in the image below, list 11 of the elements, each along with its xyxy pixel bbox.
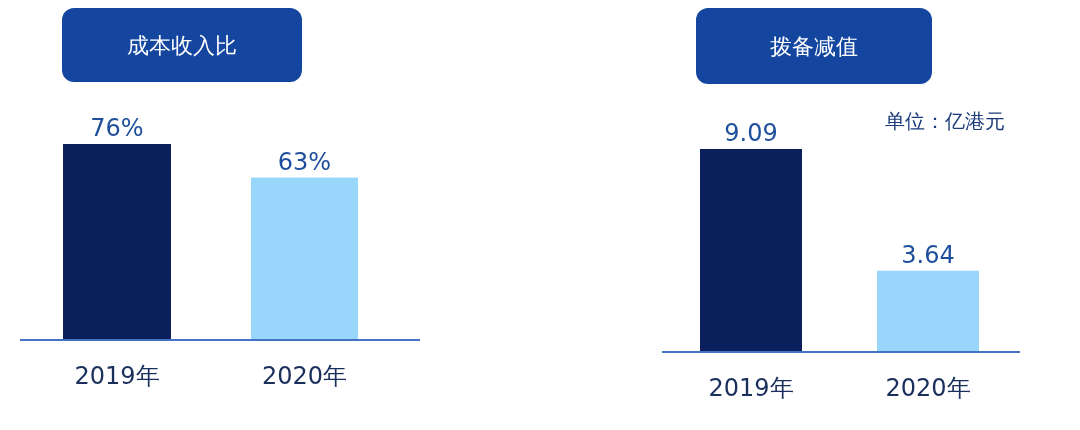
x-tick-label: 2019年	[708, 374, 794, 402]
data-label: 3.64	[901, 240, 955, 269]
data-label: 9.09	[724, 119, 778, 147]
data-label: 76%	[90, 114, 144, 142]
chart-title: 拨备减值	[770, 34, 858, 59]
x-tick-label: 2019年	[74, 362, 160, 390]
chart-title: 成本收入比	[127, 33, 237, 58]
x-tick-label: 2020年	[885, 374, 971, 402]
chart-subtitle: 单位：亿港元	[885, 109, 1005, 133]
x-tick-label: 2020年	[261, 362, 348, 390]
data-label: 63%	[277, 147, 332, 176]
